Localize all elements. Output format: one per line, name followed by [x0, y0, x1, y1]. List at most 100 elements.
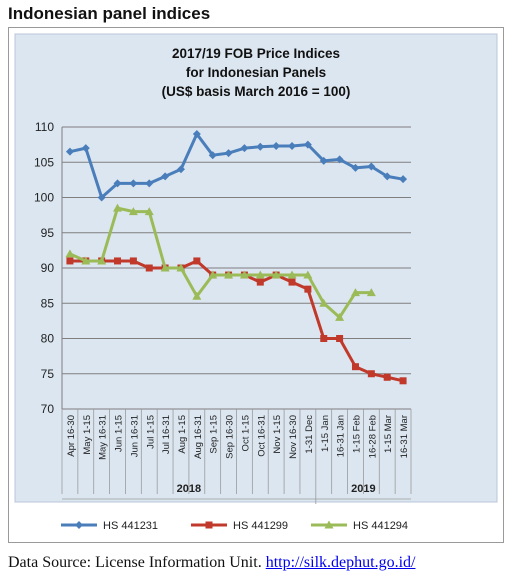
- data-point-hs-441294: [255, 270, 265, 279]
- data-point-hs-441231: [335, 155, 344, 164]
- chart-title-line: for Indonesian Panels: [186, 65, 326, 80]
- legend-label: HS 441299: [233, 520, 288, 532]
- series-line-hs-441231: [69, 132, 404, 199]
- data-point-hs-441231: [129, 179, 138, 188]
- data-point-hs-441231: [383, 172, 392, 181]
- legend-marker: [75, 521, 83, 529]
- data-point-hs-441299: [256, 278, 264, 286]
- data-point-hs-441294: [144, 207, 154, 216]
- x-tick-label: Nov 16-30: [288, 415, 299, 459]
- data-point-hs-441294: [81, 256, 91, 265]
- data-point-hs-441294: [239, 270, 249, 279]
- data-point-hs-441231: [192, 130, 201, 139]
- data-point-hs-441231: [113, 179, 122, 188]
- x-tick-label: Jun 16-31: [129, 415, 140, 457]
- data-point-hs-441294: [160, 263, 170, 272]
- x-tick-label: 16-28 Feb: [367, 415, 378, 458]
- data-point-hs-441231: [208, 151, 217, 160]
- y-tick-label: 90: [41, 261, 55, 275]
- data-point-hs-441231: [399, 175, 408, 184]
- data-point-hs-441231: [303, 140, 312, 149]
- data-point-hs-441294: [319, 298, 329, 307]
- x-tick-label: Nov 1-15: [272, 415, 283, 454]
- y-tick-label: 85: [41, 296, 55, 310]
- data-point-hs-441231: [319, 156, 328, 165]
- data-point-hs-441294: [350, 288, 360, 297]
- data-point-hs-441294: [65, 249, 75, 258]
- data-source-link[interactable]: http://silk.dephut.go.id/: [265, 554, 416, 571]
- data-source-label: Data Source: License Information Unit.: [8, 554, 262, 571]
- y-tick-label: 95: [41, 226, 55, 240]
- data-point-hs-441231: [351, 163, 360, 172]
- data-point-hs-441299: [145, 264, 153, 272]
- data-point-hs-441299: [193, 257, 201, 265]
- x-tick-label: 1-31 Dec: [304, 415, 315, 454]
- y-tick-label: 70: [41, 402, 55, 416]
- data-point-hs-441299: [129, 257, 137, 265]
- x-tick-label: Aug 16-31: [193, 415, 204, 459]
- x-tick-label: Sep 16-30: [225, 415, 236, 459]
- data-point-hs-441231: [240, 144, 249, 153]
- data-point-hs-441294: [366, 288, 376, 297]
- data-point-hs-441299: [320, 335, 328, 342]
- x-tick-label: May 16-31: [98, 415, 109, 460]
- data-point-hs-441231: [256, 142, 265, 151]
- x-tick-label: Jun 1-15: [114, 415, 125, 452]
- x-tick-label: Sep 1-15: [209, 415, 220, 454]
- data-point-hs-441294: [335, 312, 345, 321]
- chart-title-line: (US$ basis March 2016 = 100): [162, 84, 351, 99]
- legend-label: HS 441294: [353, 520, 408, 532]
- x-tick-label: Apr 16-30: [66, 415, 77, 457]
- data-point-hs-441294: [224, 270, 234, 279]
- data-point-hs-441299: [336, 335, 344, 342]
- x-tick-label: May 1-15: [82, 415, 93, 455]
- data-point-hs-441231: [65, 147, 74, 156]
- data-point-hs-441299: [367, 370, 375, 378]
- data-point-hs-441299: [351, 363, 359, 371]
- legend-label: HS 441231: [103, 520, 158, 532]
- x-tick-label: 1-15 Jan: [320, 415, 331, 452]
- data-point-hs-441294: [113, 203, 123, 212]
- y-tick-label: 100: [34, 191, 54, 205]
- line-chart: 2017/19 FOB Price Indices for Indonesian …: [14, 33, 498, 532]
- x-tick-label: Aug 1-15: [177, 415, 188, 454]
- data-point-hs-441231: [176, 165, 185, 174]
- page-heading: Indonesian panel indices: [8, 4, 211, 23]
- data-point-hs-441299: [383, 373, 391, 381]
- y-tick-label: 110: [35, 120, 54, 134]
- data-point-hs-441294: [271, 270, 281, 279]
- y-tick-label: 105: [34, 155, 54, 169]
- data-source: Data Source: License Information Unit. h…: [8, 554, 415, 572]
- x-tick-label: 16-31 Jan: [336, 415, 347, 457]
- x-tick-label: Oct 1-15: [240, 415, 251, 451]
- year-group-label: 2018: [177, 483, 201, 495]
- data-point-hs-441231: [81, 144, 90, 153]
- x-tick-label: Jul 16-31: [161, 415, 172, 454]
- y-tick-label: 75: [41, 367, 55, 381]
- data-point-hs-441294: [303, 270, 313, 279]
- data-point-hs-441294: [287, 270, 297, 279]
- y-tick-label: 80: [41, 332, 55, 346]
- chart-frame: 2017/19 FOB Price Indices for Indonesian …: [8, 27, 504, 543]
- data-point-hs-441231: [272, 142, 281, 151]
- data-point-hs-441299: [399, 377, 407, 385]
- data-point-hs-441294: [97, 256, 107, 265]
- data-point-hs-441299: [66, 257, 74, 265]
- x-tick-label: 16-31 Mar: [399, 415, 410, 458]
- data-point-hs-441231: [145, 179, 154, 188]
- data-point-hs-441299: [304, 285, 312, 293]
- x-tick-label: Jul 1-15: [145, 415, 156, 449]
- x-tick-label: Oct 16-31: [256, 415, 267, 457]
- data-point-hs-441231: [97, 193, 106, 202]
- data-point-hs-441231: [288, 142, 297, 151]
- data-point-hs-441294: [128, 207, 138, 216]
- data-point-hs-441294: [208, 270, 218, 279]
- data-point-hs-441231: [161, 172, 170, 181]
- data-point-hs-441231: [367, 162, 376, 171]
- year-group-label: 2019: [351, 483, 375, 495]
- x-tick-label: 1-15 Mar: [383, 415, 394, 453]
- data-point-hs-441294: [176, 263, 186, 272]
- data-point-hs-441299: [288, 278, 296, 286]
- data-point-hs-441299: [114, 257, 122, 265]
- legend-marker: [205, 521, 213, 529]
